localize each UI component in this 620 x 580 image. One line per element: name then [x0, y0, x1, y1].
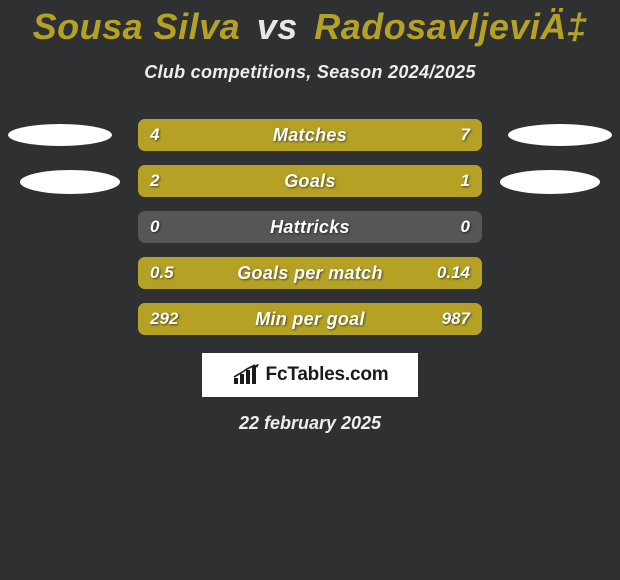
stat-pill-left	[20, 170, 120, 194]
stat-bar-track: 00Hattricks	[138, 211, 482, 243]
stat-label: Hattricks	[138, 211, 482, 243]
stat-label: Matches	[138, 119, 482, 151]
date-text: 22 february 2025	[0, 413, 620, 434]
stat-label: Goals	[138, 165, 482, 197]
stat-bar-track: 292987Min per goal	[138, 303, 482, 335]
stat-row: 21Goals	[0, 165, 620, 197]
stat-row: 292987Min per goal	[0, 303, 620, 335]
title-separator: vs	[257, 6, 298, 47]
stat-bar-track: 47Matches	[138, 119, 482, 151]
stat-pill-left	[8, 124, 112, 146]
page-title: Sousa Silva vs RadosavljeviÄ‡	[0, 6, 620, 48]
stat-row: 00Hattricks	[0, 211, 620, 243]
stat-pill-right	[500, 170, 600, 194]
brand-badge[interactable]: FcTables.com	[202, 353, 418, 397]
comparison-infographic: Sousa Silva vs RadosavljeviÄ‡ Club compe…	[0, 0, 620, 434]
player-left-name: Sousa Silva	[33, 6, 241, 47]
stat-bar-track: 0.50.14Goals per match	[138, 257, 482, 289]
brand-text: FcTables.com	[266, 364, 389, 386]
stat-row: 47Matches	[0, 119, 620, 151]
player-right-name: RadosavljeviÄ‡	[314, 6, 587, 47]
stat-bar-track: 21Goals	[138, 165, 482, 197]
comparison-chart: 47Matches 21Goals 00Hattricks 0.50.14Goals …	[0, 119, 620, 335]
brand-chart-icon	[232, 364, 260, 386]
stat-label: Min per goal	[138, 303, 482, 335]
stat-row: 0.50.14Goals per match	[0, 257, 620, 289]
stat-pill-right	[508, 124, 612, 146]
subtitle-text: Club competitions, Season 2024/2025	[0, 62, 620, 83]
stat-label: Goals per match	[138, 257, 482, 289]
